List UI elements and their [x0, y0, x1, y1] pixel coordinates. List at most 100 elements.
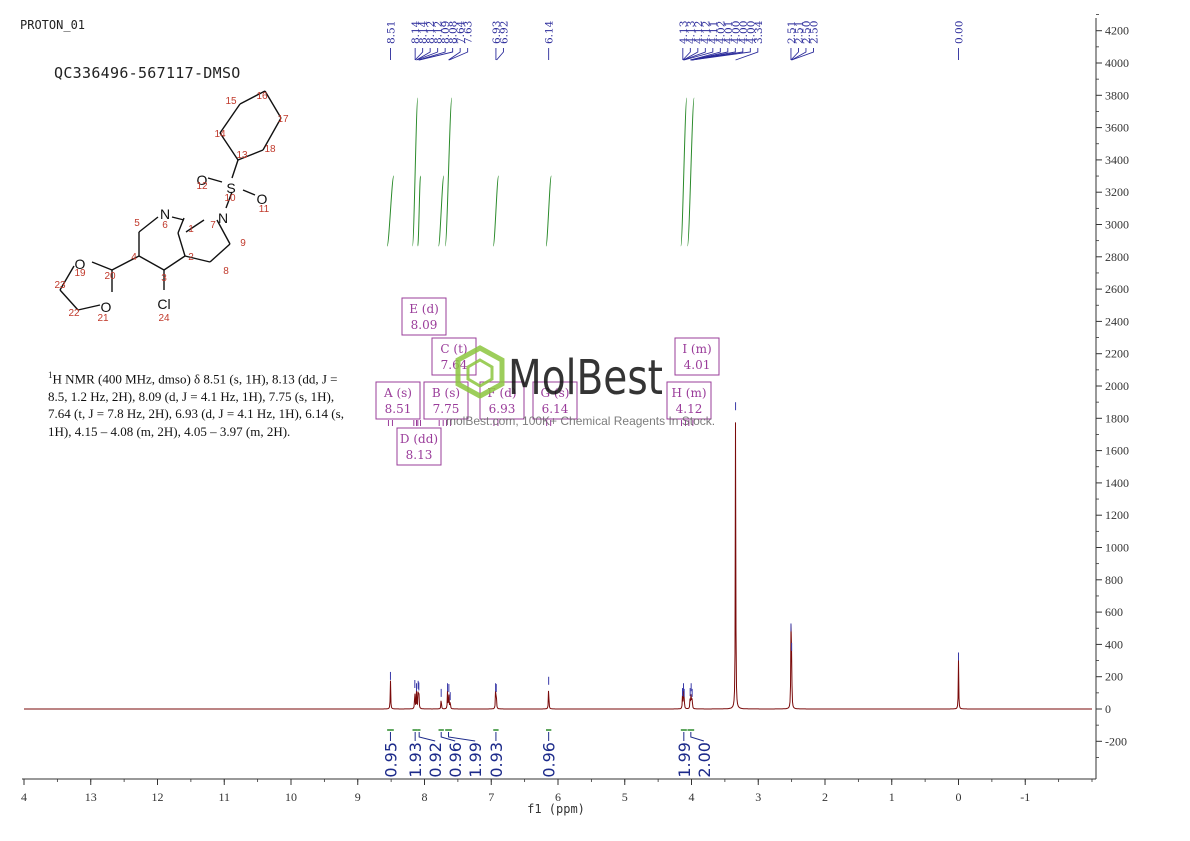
multiplet-value: 8.51	[385, 402, 412, 416]
atom-number: 23	[54, 280, 66, 291]
x-tick-label: 0	[956, 790, 962, 804]
y-tick-label: 1000	[1105, 541, 1129, 555]
atom-number: 11	[259, 204, 270, 215]
peak-leader	[418, 48, 446, 61]
sample-name: QC336496-567117-DMSO	[54, 64, 241, 82]
integral-curve	[411, 97, 419, 247]
peak-leader	[448, 48, 461, 61]
peak-label: 8.14	[410, 20, 422, 44]
atom-number: 16	[256, 91, 268, 102]
atom-number: 10	[224, 193, 236, 204]
peak-label: 4.13	[678, 21, 690, 44]
multiplet-label: I (m)	[682, 342, 711, 356]
atom-number: 17	[277, 114, 289, 125]
peak-leader	[791, 48, 814, 61]
y-tick-label: 800	[1105, 573, 1123, 587]
x-tick-label: 6	[555, 790, 561, 804]
peak-label: 4.01	[723, 21, 735, 44]
atom-number: 13	[236, 150, 248, 161]
y-tick-label: 200	[1105, 670, 1123, 684]
nmr-description-text: H NMR (400 MHz, dmso) δ 8.51 (s, 1H), 8.…	[48, 371, 344, 439]
peak-label: 2.50	[801, 21, 813, 44]
peak-label: 6.93	[491, 21, 503, 44]
integral-leader	[440, 732, 456, 742]
x-tick-label: 13	[85, 790, 97, 804]
peak-label: 2.50	[808, 21, 820, 44]
atom-number: 6	[162, 220, 168, 231]
integral-value: 1.93	[406, 742, 425, 778]
peak-label: 7.64	[455, 20, 467, 44]
peak-leader	[416, 48, 439, 61]
peak-leader	[790, 48, 799, 61]
peak-label: 3.34	[753, 20, 765, 44]
x-axis-label: f1 (ppm)	[527, 802, 585, 816]
peak-leader	[683, 48, 699, 61]
atom-number: 21	[97, 313, 109, 324]
watermark-brand: MolBest	[508, 350, 663, 406]
multiplet-box: E (d) 8.09	[401, 297, 447, 426]
x-tick-label: 11	[218, 790, 230, 804]
atom-label: N	[160, 206, 170, 222]
peak-label: 4.13	[685, 21, 697, 44]
watermark-tagline: molBest.com, 100K+ Chemical Reagents In …	[446, 414, 715, 428]
peak-label: 7.63	[463, 21, 475, 44]
chemical-structure	[59, 90, 282, 311]
atom-label: O	[257, 191, 268, 207]
y-tick-label: 1200	[1105, 508, 1129, 522]
multiplet-label: H (m)	[671, 386, 706, 400]
peak-leader	[683, 48, 706, 61]
y-tick-label: 4200	[1105, 24, 1129, 38]
peak-leader	[690, 48, 729, 61]
molbest-logo-icon	[455, 345, 505, 399]
peak-leader	[496, 48, 504, 61]
integral-value: 0.93	[487, 742, 506, 778]
peak-label: 4.02	[715, 21, 727, 44]
atom-number: 4	[131, 252, 137, 263]
peak-label: 8.14	[418, 20, 430, 44]
atom-number: 8	[223, 266, 229, 277]
atom-label: S	[226, 180, 235, 196]
integral-curve	[545, 175, 552, 247]
atom-label: O	[101, 299, 112, 315]
peak-leader	[684, 48, 714, 61]
y-tick-label: 2400	[1105, 314, 1129, 328]
integral-curve	[687, 97, 695, 247]
y-tick-label: 0	[1105, 702, 1111, 716]
x-tick-label: 4	[689, 790, 695, 804]
multiplet-value: 8.13	[406, 448, 433, 462]
multiplet-value: 4.01	[684, 358, 711, 372]
integral-curve	[386, 175, 395, 247]
y-tick-label: 2600	[1105, 282, 1129, 296]
integral-leader	[448, 732, 476, 742]
nmr-description: 1H NMR (400 MHz, dmso) δ 8.51 (s, 1H), 8…	[48, 367, 348, 440]
peak-leader	[691, 48, 751, 61]
atom-number: 19	[74, 268, 86, 279]
atom-number: 1	[188, 224, 194, 235]
atom-label: O	[75, 256, 86, 272]
peak-label: 4.00	[745, 21, 757, 44]
peak-leader	[414, 48, 424, 61]
atom-number: 24	[158, 313, 170, 324]
multiplet-label: B (s)	[432, 386, 460, 400]
integral-value: 0.96	[446, 742, 465, 778]
x-tick-label: 7	[488, 790, 494, 804]
y-tick-label: 1800	[1105, 411, 1129, 425]
peak-label: 2.51	[793, 21, 805, 44]
peak-label: 8.12	[425, 21, 437, 44]
peak-label: 8.51	[385, 21, 397, 44]
multiplet-label: C (t)	[440, 342, 467, 356]
peak-leader	[419, 48, 454, 61]
multiplet-box: A (s) 8.51	[375, 381, 421, 426]
atom-number: 22	[68, 308, 80, 319]
y-tick-label: 400	[1105, 637, 1123, 651]
watermark: MolBest molBest.com, 100K+ Chemical Reag…	[446, 345, 715, 428]
integral-value: 0.92	[426, 742, 445, 778]
peak-label: 4.00	[738, 21, 750, 44]
peak-leader	[735, 48, 759, 61]
multiplet-value: 4.12	[676, 402, 703, 416]
multiplet-label: E (d)	[409, 302, 439, 316]
x-tick-label: 4	[21, 790, 27, 804]
y-tick-label: 1400	[1105, 476, 1129, 490]
peak-label: 8.09	[440, 21, 452, 44]
peak-leader	[416, 48, 431, 61]
